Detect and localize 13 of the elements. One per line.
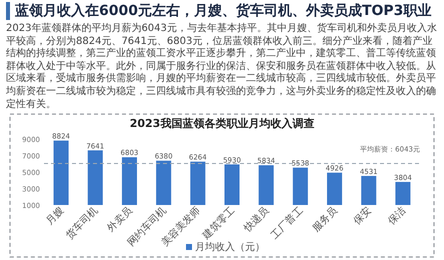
x-tick-label: 建筑零工 xyxy=(200,204,238,242)
x-tick-label: 服务员 xyxy=(310,204,340,234)
text: 蓝领月收入在6000元左右，月嫂、货车司机、外卖员成TOP3职业 xyxy=(6,2,432,20)
x-tick-label: 保洁 xyxy=(385,204,408,228)
x-tick-label: 月嫂 xyxy=(44,205,66,228)
chart-title: 2023我国蓝领各类职业月均收入调查 xyxy=(130,117,314,130)
x-tick-label: 快递员 xyxy=(240,204,272,236)
legend-label: 月均收入（元） xyxy=(195,241,265,253)
x-tick-label: 货车司机 xyxy=(64,204,100,242)
text: 2023年蓝领群体的平均月薪为6043元，与去年基本持平。其中月嫂、货车司机和外卖员月收入水平较高，分别为8824元、7641元、6803元，位居蓝领群体收入前三。细分产业来看，随着产业结构的持续调整，第三产业的蓝领工资水平正逐步攀升，第二产业中，建筑零工、普工等传统蓝领群体收入处于中等水平。此外，同属于服务行业的保洁、保安和服务员在蓝领群体中收入较低。从区域来看，受城市服务供需影响，月嫂的平均薪资在一二线城市较高，三四线城市较低。外卖员平均薪资在一二线城市较为稳定，三四线城市具有较强的竞争力，这与外卖业务的稳定性及收入的确定性有关。 xyxy=(6,23,438,112)
x-tick-label: 外卖员 xyxy=(104,204,135,234)
x-tick-label: 保安 xyxy=(351,204,374,228)
x-tick-label: 工厂普工 xyxy=(268,204,306,242)
